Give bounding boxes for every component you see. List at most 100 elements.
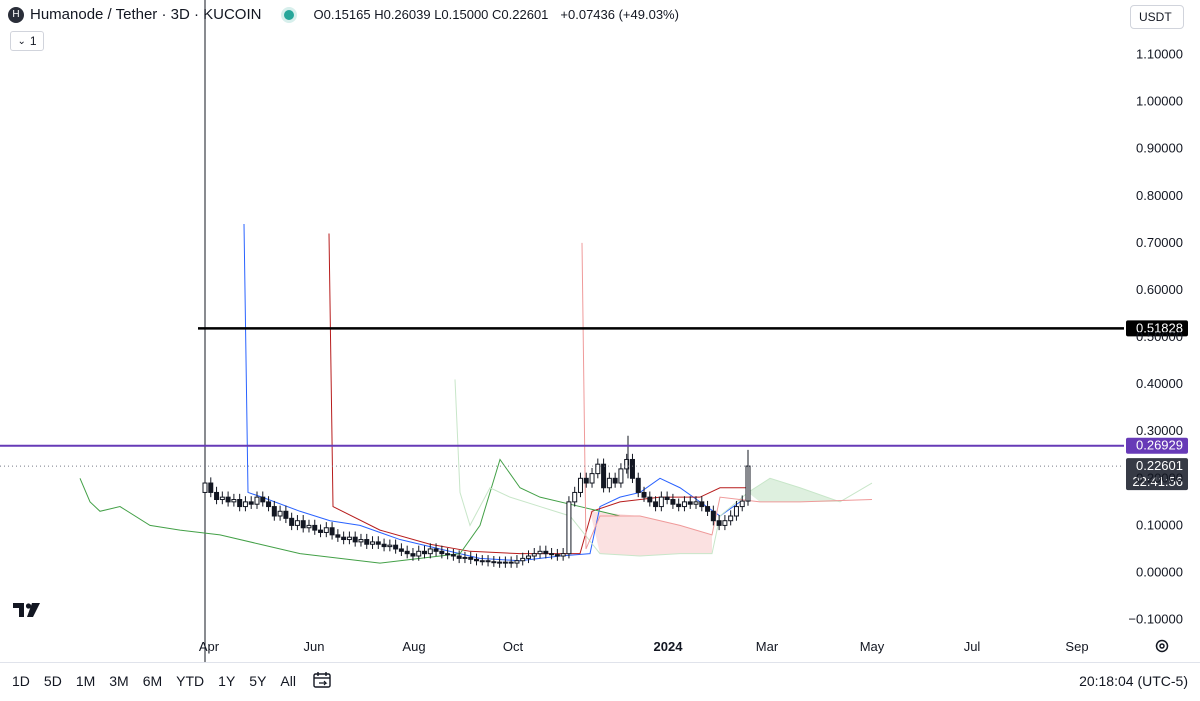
candle xyxy=(450,548,456,561)
candle xyxy=(237,493,243,512)
candle xyxy=(549,548,555,560)
range-button-ytd[interactable]: YTD xyxy=(176,673,205,689)
candle xyxy=(554,548,560,561)
time-axis[interactable]: Apr Jun Aug Oct 2024 Mar May Jul Sep xyxy=(199,639,1089,654)
price-axis[interactable]: 1.10000 1.00000 0.90000 0.80000 0.70000 0.600… xyxy=(1128,47,1183,627)
candle xyxy=(410,548,416,561)
symbol-title[interactable]: Humanode / Tether · 3D · KUCOIN xyxy=(30,6,262,23)
candle xyxy=(728,510,734,526)
y-tick-label: 0.10000 xyxy=(1136,517,1183,532)
candle xyxy=(537,545,543,559)
candle xyxy=(658,491,664,512)
candle xyxy=(294,515,300,531)
candle xyxy=(375,536,381,549)
utc-clock[interactable]: 20:18:04 (UTC-5) xyxy=(1079,673,1188,689)
purple-line-price-label: 0.26929 xyxy=(1136,438,1183,453)
candle xyxy=(699,496,705,512)
candle xyxy=(312,519,318,535)
candle xyxy=(341,531,347,545)
legend-toggle-button[interactable]: ⌄ 1 xyxy=(10,31,44,51)
candle xyxy=(318,524,324,538)
candle xyxy=(624,453,630,474)
candle xyxy=(531,548,537,561)
candle xyxy=(225,491,231,507)
candle xyxy=(427,543,433,559)
candle xyxy=(439,545,445,559)
y-tick-label: 0.80000 xyxy=(1136,188,1183,203)
candle xyxy=(393,539,399,554)
candle xyxy=(306,519,312,533)
lagging-span xyxy=(79,458,621,564)
candle xyxy=(676,498,682,512)
candle xyxy=(231,493,237,507)
market-status-icon xyxy=(281,6,298,23)
humanode-logo-icon: H xyxy=(8,6,24,23)
candle xyxy=(641,486,647,502)
candle xyxy=(202,477,208,498)
range-button-5d[interactable]: 5D xyxy=(43,673,62,689)
x-tick-label: Apr xyxy=(199,639,220,654)
range-button-all[interactable]: All xyxy=(280,673,296,689)
black-line-price-label: 0.51828 xyxy=(1136,320,1183,335)
candle xyxy=(722,515,728,531)
bullish-cloud xyxy=(748,478,840,502)
y-tick-label: 0.30000 xyxy=(1136,423,1183,438)
candle xyxy=(681,496,687,512)
x-tick-label: May xyxy=(860,639,885,654)
range-button-3m[interactable]: 3M xyxy=(109,673,129,689)
candle xyxy=(508,556,514,568)
candle xyxy=(647,491,653,507)
candle xyxy=(370,536,376,549)
candle xyxy=(606,472,612,493)
candle xyxy=(254,491,260,509)
x-tick-label: Sep xyxy=(1065,639,1088,654)
leading-span-a xyxy=(454,379,873,557)
candle xyxy=(433,543,439,557)
candle xyxy=(329,522,335,540)
time-range-bar: 1D 5D 1M 3M 6M YTD 1Y 5Y All xyxy=(12,673,296,689)
candle xyxy=(670,493,676,509)
y-tick-label: 0.50000 xyxy=(1136,329,1183,344)
candle xyxy=(260,491,266,507)
candle xyxy=(358,533,364,547)
x-tick-label: Jul xyxy=(964,639,981,654)
range-button-5y[interactable]: 5Y xyxy=(249,673,267,689)
candle xyxy=(346,531,352,545)
y-tick-label: 0.00000 xyxy=(1136,565,1183,580)
tradingview-logo-icon xyxy=(13,603,40,617)
gear-icon[interactable] xyxy=(1154,638,1170,654)
range-button-1y[interactable]: 1Y xyxy=(218,673,236,689)
black-line-price-label-bg xyxy=(1126,320,1188,337)
candle xyxy=(277,505,283,521)
candle xyxy=(566,496,572,559)
y-tick-label: 0.90000 xyxy=(1136,141,1183,156)
candle xyxy=(289,512,295,531)
leading-span-b xyxy=(581,242,873,550)
candle xyxy=(474,553,479,566)
chevron-down-icon: ⌄ xyxy=(17,35,26,47)
candle xyxy=(242,496,248,512)
range-button-6m[interactable]: 6M xyxy=(142,673,163,689)
candle xyxy=(491,556,497,567)
currency-unit-select[interactable]: USDT xyxy=(1130,5,1184,29)
candle xyxy=(485,555,491,567)
candle xyxy=(387,539,393,552)
candle xyxy=(398,543,404,557)
candle xyxy=(422,545,428,559)
candle xyxy=(520,552,526,566)
ichimoku-cloud xyxy=(590,478,840,557)
calendar-icon[interactable] xyxy=(312,671,332,689)
candle xyxy=(572,486,578,507)
ohlc-values: O0.15165 H0.26039 L0.15000 C0.22601 xyxy=(313,7,549,22)
y-tick-label: 0.70000 xyxy=(1136,235,1183,250)
indicator-lines xyxy=(79,224,873,564)
candle xyxy=(710,505,716,526)
candle xyxy=(583,472,589,488)
y-tick-label: 0.20000 xyxy=(1136,470,1183,485)
candle xyxy=(739,495,745,512)
range-button-1m[interactable]: 1M xyxy=(75,673,96,689)
range-button-1d[interactable]: 1D xyxy=(12,673,30,689)
conversion-line xyxy=(243,224,741,562)
